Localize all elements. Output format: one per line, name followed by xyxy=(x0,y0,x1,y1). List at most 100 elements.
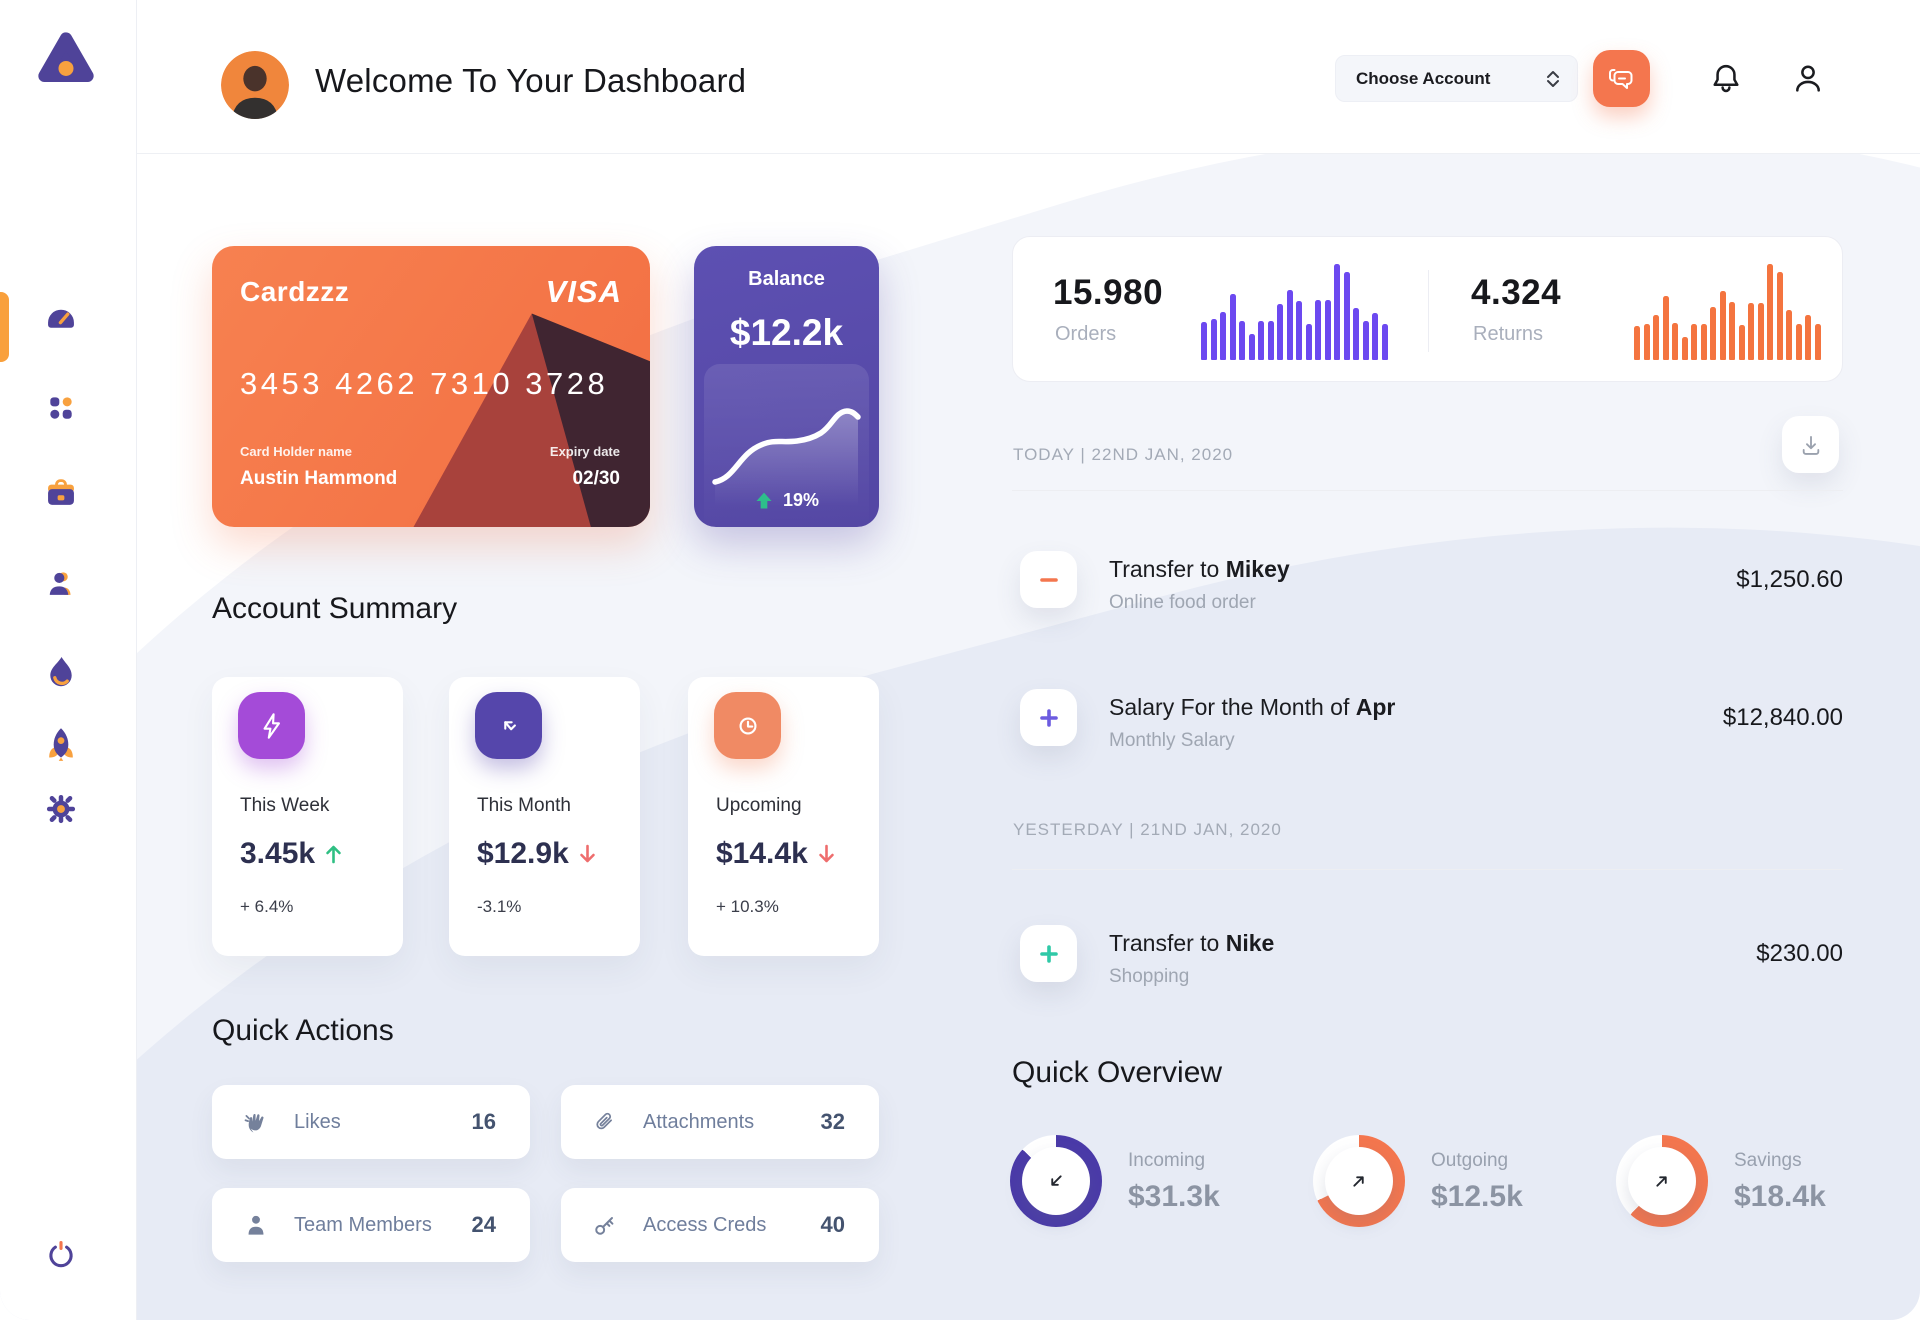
triangle-logo-icon xyxy=(38,32,94,83)
summary-label: Upcoming xyxy=(716,795,802,816)
transaction-subtitle: Shopping xyxy=(1109,966,1190,987)
quick-actions-title: Quick Actions xyxy=(212,1014,394,1047)
balance-value: $12.2k xyxy=(729,312,844,353)
transaction-title: Transfer to Nike xyxy=(1109,930,1275,956)
savings-ring-chart xyxy=(1616,1135,1708,1227)
overview-label: Incoming xyxy=(1128,1150,1206,1171)
balance-change-row: 19% xyxy=(694,490,879,511)
quick-action-count: 24 xyxy=(471,1212,496,1237)
download-button[interactable] xyxy=(1782,416,1839,473)
transaction-subtitle: Online food order xyxy=(1109,592,1256,613)
transaction-title: Transfer to Mikey xyxy=(1109,556,1290,582)
divider xyxy=(1012,490,1843,491)
top-header: Welcome To Your Dashboard Choose Account xyxy=(137,0,1920,154)
arrow-up-left-icon xyxy=(475,692,542,759)
summary-delta: + 10.3% xyxy=(716,897,779,916)
quick-overview-title: Quick Overview xyxy=(1012,1056,1223,1089)
orders-label: Orders xyxy=(1055,323,1117,345)
arrow-down-left-icon xyxy=(1051,1175,1062,1186)
account-selector[interactable]: Choose Account xyxy=(1335,55,1578,102)
returns-label: Returns xyxy=(1473,323,1544,345)
sidebar-item-apps[interactable] xyxy=(43,390,79,426)
returns-value: 4.324 xyxy=(1471,273,1562,312)
transaction-plus-icon xyxy=(1020,689,1077,746)
balance-label: Balance xyxy=(748,268,825,290)
overview-value: $31.3k xyxy=(1128,1180,1220,1213)
overview-label: Outgoing xyxy=(1431,1150,1509,1171)
quick-action-access-creds[interactable]: Access Creds 40 xyxy=(561,1188,879,1262)
key-icon xyxy=(595,1217,614,1235)
paperclip-icon xyxy=(596,1112,612,1130)
summary-value: 3.45k xyxy=(240,837,342,871)
overview-value: $18.4k xyxy=(1734,1180,1826,1213)
arrow-up-right-icon xyxy=(1353,1176,1364,1187)
bank-card: Cardzzz VISA 3453 4262 7310 3728 Card Ho… xyxy=(212,246,650,527)
rocket-icon xyxy=(49,728,73,761)
quick-action-count: 16 xyxy=(471,1109,496,1134)
quick-action-attachments[interactable]: Attachments 32 xyxy=(561,1085,879,1159)
chevron-updown-icon xyxy=(1547,70,1559,87)
card-holder-name: Austin Hammond xyxy=(240,468,398,489)
summary-delta: -3.1% xyxy=(477,897,522,916)
power-icon xyxy=(49,1240,73,1268)
summary-label: This Month xyxy=(477,795,571,816)
sidebar-item-trending[interactable] xyxy=(43,653,79,689)
sidebar-item-workspace[interactable] xyxy=(43,475,79,511)
app-logo[interactable] xyxy=(36,30,96,90)
quick-action-label: Access Creds xyxy=(643,1213,767,1236)
user-avatar[interactable] xyxy=(221,51,289,119)
messages-button[interactable] xyxy=(1593,50,1650,107)
transaction-plus-icon xyxy=(1020,925,1077,982)
page-title: Welcome To Your Dashboard xyxy=(315,62,747,99)
card-number: 3453 4262 7310 3728 xyxy=(240,366,609,401)
ring-inner-disc xyxy=(1325,1147,1393,1215)
quick-action-label: Likes xyxy=(294,1110,341,1133)
profile-button[interactable] xyxy=(1790,60,1826,96)
sidebar-item-team[interactable] xyxy=(43,565,79,601)
trend-down-icon xyxy=(818,844,834,863)
sidebar-item-settings[interactable] xyxy=(43,791,79,827)
transaction-row[interactable]: Transfer to Mikey Online food order $1,2… xyxy=(1012,551,1843,613)
account-summary-title: Account Summary xyxy=(212,592,458,625)
quick-action-label: Team Members xyxy=(294,1213,432,1236)
summary-card-upcoming: Upcoming $14.4k + 10.3% xyxy=(688,677,879,956)
overview-label: Savings xyxy=(1734,1150,1802,1171)
date-group-today: TODAY | 22ND JAN, 2020 xyxy=(1013,445,1234,464)
visa-logo: VISA xyxy=(545,274,622,309)
summary-value: $12.9k xyxy=(477,837,596,871)
quick-action-label: Attachments xyxy=(643,1110,755,1133)
transaction-row[interactable]: Salary For the Month of Apr Monthly Sala… xyxy=(1012,689,1843,751)
account-selector-label: Choose Account xyxy=(1356,68,1491,88)
sidebar-item-launch[interactable] xyxy=(43,726,79,762)
transaction-title: Salary For the Month of Apr xyxy=(1109,694,1396,720)
returns-mini-chart xyxy=(1634,264,1824,360)
ring-inner-disc xyxy=(1022,1147,1090,1215)
sidebar-item-logout[interactable] xyxy=(43,1237,79,1273)
dashboard-gauge-icon xyxy=(48,309,74,328)
trend-up-icon xyxy=(326,845,341,864)
summary-card-this-month: This Month $12.9k -3.1% xyxy=(449,677,640,956)
transaction-subtitle: Monthly Salary xyxy=(1109,730,1235,751)
transaction-amount: $230.00 xyxy=(1756,940,1843,967)
apps-grid-icon xyxy=(50,397,72,419)
person-icon xyxy=(1796,65,1820,92)
member-icon xyxy=(248,1215,264,1235)
card-name: Cardzzz xyxy=(240,276,350,307)
avatar-image xyxy=(221,51,289,119)
divider xyxy=(1012,869,1843,870)
flame-icon xyxy=(50,656,72,687)
sidebar-item-dashboard[interactable] xyxy=(43,299,79,335)
quick-action-team-members[interactable]: Team Members 24 xyxy=(212,1188,530,1262)
balance-trend-chart xyxy=(712,408,861,506)
transaction-row[interactable]: Transfer to Nike Shopping $230.00 xyxy=(1012,925,1843,987)
outgoing-ring-chart xyxy=(1313,1135,1405,1227)
card-expiry-label: Expiry date xyxy=(549,444,620,459)
date-group-yesterday: YESTERDAY | 21ND JAN, 2020 xyxy=(1013,820,1282,839)
bell-icon xyxy=(1713,64,1739,93)
quick-action-likes[interactable]: Likes 16 xyxy=(212,1085,530,1159)
ring-inner-disc xyxy=(1628,1147,1696,1215)
incoming-ring-chart xyxy=(1010,1135,1102,1227)
notifications-button[interactable] xyxy=(1708,60,1744,96)
